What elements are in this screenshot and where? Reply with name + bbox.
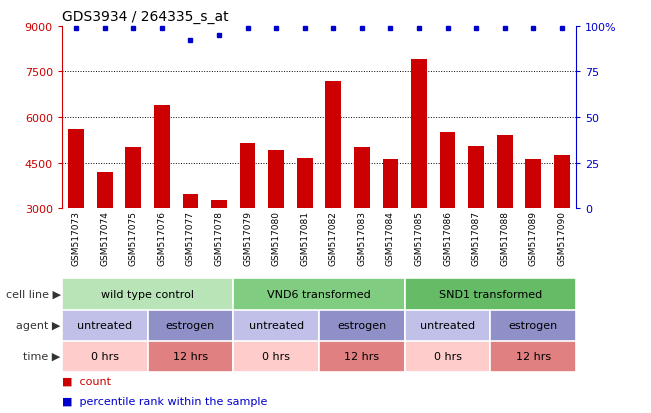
Bar: [319, 310, 405, 341]
Bar: [383, 160, 398, 209]
Bar: [211, 201, 227, 209]
Bar: [268, 151, 284, 209]
Bar: [126, 148, 141, 209]
Text: SND1 transformed: SND1 transformed: [439, 289, 542, 299]
Text: GSM517090: GSM517090: [557, 211, 566, 266]
Text: GDS3934 / 264335_s_at: GDS3934 / 264335_s_at: [62, 10, 229, 24]
Bar: [497, 136, 512, 209]
Bar: [490, 310, 576, 341]
Text: estrogen: estrogen: [166, 320, 215, 330]
Bar: [405, 341, 490, 372]
Text: 12 hrs: 12 hrs: [173, 351, 208, 361]
Text: time ▶: time ▶: [23, 351, 61, 361]
Text: 0 hrs: 0 hrs: [434, 351, 462, 361]
Text: GSM517075: GSM517075: [129, 211, 138, 266]
Bar: [439, 133, 456, 209]
Bar: [468, 147, 484, 209]
Text: untreated: untreated: [249, 320, 304, 330]
Text: GSM517085: GSM517085: [415, 211, 424, 266]
Text: GSM517077: GSM517077: [186, 211, 195, 266]
Bar: [233, 341, 319, 372]
Text: estrogen: estrogen: [337, 320, 387, 330]
Bar: [405, 310, 490, 341]
Bar: [68, 130, 84, 209]
Text: GSM517086: GSM517086: [443, 211, 452, 266]
Bar: [62, 310, 148, 341]
Bar: [490, 341, 576, 372]
Bar: [182, 195, 199, 209]
Text: GSM517081: GSM517081: [300, 211, 309, 266]
Bar: [354, 148, 370, 209]
Bar: [240, 143, 255, 209]
Text: ■  percentile rank within the sample: ■ percentile rank within the sample: [62, 396, 267, 406]
Text: GSM517078: GSM517078: [214, 211, 223, 266]
Text: 12 hrs: 12 hrs: [344, 351, 380, 361]
Bar: [297, 159, 312, 209]
Text: wild type control: wild type control: [101, 289, 194, 299]
Text: 0 hrs: 0 hrs: [90, 351, 118, 361]
Text: GSM517084: GSM517084: [386, 211, 395, 266]
Text: GSM517074: GSM517074: [100, 211, 109, 266]
Text: 12 hrs: 12 hrs: [516, 351, 551, 361]
Bar: [326, 81, 341, 209]
Text: GSM517087: GSM517087: [471, 211, 480, 266]
Bar: [154, 106, 170, 209]
Bar: [319, 341, 405, 372]
Text: GSM517073: GSM517073: [72, 211, 81, 266]
Text: untreated: untreated: [77, 320, 132, 330]
Text: VND6 transformed: VND6 transformed: [267, 289, 371, 299]
Bar: [233, 310, 319, 341]
Text: GSM517080: GSM517080: [271, 211, 281, 266]
Text: GSM517079: GSM517079: [243, 211, 252, 266]
Text: GSM517089: GSM517089: [529, 211, 538, 266]
Bar: [525, 160, 541, 209]
Text: agent ▶: agent ▶: [16, 320, 61, 330]
Bar: [62, 279, 233, 310]
Bar: [62, 341, 148, 372]
Text: GSM517083: GSM517083: [357, 211, 367, 266]
Text: 0 hrs: 0 hrs: [262, 351, 290, 361]
Text: ■  count: ■ count: [62, 376, 111, 386]
Bar: [411, 60, 427, 209]
Text: untreated: untreated: [420, 320, 475, 330]
Bar: [405, 279, 576, 310]
Text: estrogen: estrogen: [508, 320, 558, 330]
Text: GSM517076: GSM517076: [158, 211, 167, 266]
Bar: [97, 172, 113, 209]
Bar: [148, 310, 233, 341]
Bar: [554, 156, 570, 209]
Text: GSM517088: GSM517088: [500, 211, 509, 266]
Bar: [233, 279, 405, 310]
Text: GSM517082: GSM517082: [329, 211, 338, 266]
Bar: [148, 341, 233, 372]
Text: cell line ▶: cell line ▶: [6, 289, 61, 299]
